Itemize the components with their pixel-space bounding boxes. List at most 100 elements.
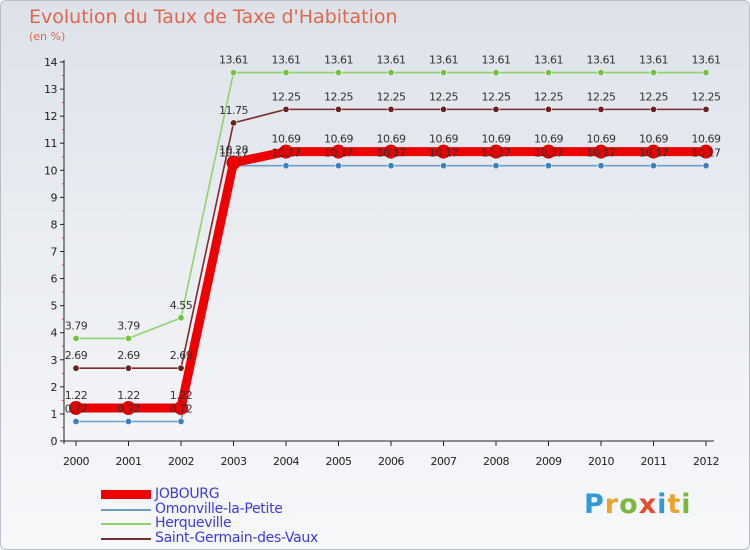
data-label: 13.61 (587, 54, 616, 67)
legend-swatch-herqueville (101, 523, 151, 525)
legend-swatch-saint-germain (101, 537, 151, 540)
data-label: 10.69 (324, 133, 353, 146)
data-label: 10.69 (639, 133, 668, 146)
data-point (72, 418, 80, 426)
data-label: 13.61 (324, 54, 353, 67)
y-tick-label: 1 (51, 408, 58, 421)
series-line (76, 164, 706, 423)
data-label: 10.69 (377, 133, 406, 146)
data-point (282, 69, 290, 77)
data-label: 13.61 (219, 54, 248, 67)
data-label: 3.79 (65, 319, 88, 332)
x-tick-label: 2003 (221, 455, 247, 468)
chart-title: Evolution du Taux de Taxe d'Habitation (29, 6, 398, 28)
data-point (492, 162, 500, 170)
data-label: 13.61 (272, 54, 301, 67)
data-label: 3.79 (117, 319, 140, 332)
data-point (544, 162, 552, 170)
data-label: 12.25 (429, 90, 458, 103)
data-point (177, 314, 185, 322)
y-tick-label: 3 (51, 354, 58, 367)
data-point (541, 144, 556, 159)
data-point (489, 144, 503, 159)
data-label: 0.72 (170, 403, 193, 416)
data-label: 10.17 (429, 147, 458, 160)
data-label: 12.25 (272, 90, 301, 103)
data-point (121, 400, 136, 415)
data-point (439, 105, 447, 113)
data-label: 10.69 (429, 133, 458, 146)
data-label: 2.69 (170, 349, 193, 362)
y-tick-label: 14 (44, 56, 57, 69)
data-point (699, 144, 713, 159)
data-point (72, 334, 80, 342)
data-label: 10.17 (587, 147, 616, 160)
data-label: 12.25 (377, 90, 406, 103)
data-label: 12.25 (692, 90, 721, 103)
data-point (334, 105, 342, 113)
y-tick-label: 6 (51, 273, 58, 286)
series-omonville-la-petite (72, 162, 710, 426)
data-point (177, 418, 185, 426)
data-point (492, 69, 500, 77)
data-point (331, 144, 346, 159)
data-point (230, 119, 238, 127)
y-tick-label: 8 (51, 218, 58, 231)
data-label: 10.17 (639, 147, 668, 160)
data-point (702, 69, 710, 77)
data-point (282, 105, 290, 113)
data-label: 2.69 (65, 349, 88, 362)
y-tick-label: 2 (51, 381, 58, 394)
data-label: 12.25 (482, 90, 511, 103)
data-point (226, 155, 241, 170)
data-label: 1.22 (65, 389, 88, 402)
x-tick-label: 2006 (378, 455, 404, 468)
data-point (387, 69, 395, 77)
legend-swatch-omonville (101, 508, 151, 511)
data-label: 10.17 (324, 147, 353, 160)
y-tick-label: 0 (51, 435, 58, 448)
y-tick-label: 11 (44, 137, 57, 150)
data-point (702, 105, 710, 113)
data-point (174, 400, 188, 415)
series-jobourg (69, 144, 713, 415)
data-label: 12.25 (639, 90, 668, 103)
data-label: 10.17 (692, 147, 721, 160)
data-point (279, 144, 293, 159)
data-label: 10.69 (482, 133, 511, 146)
data-point (597, 69, 605, 77)
data-point (439, 69, 447, 77)
data-label: 13.61 (482, 54, 511, 67)
data-label: 13.61 (377, 54, 406, 67)
y-tick-label: 12 (44, 110, 57, 123)
data-label: 10.69 (534, 133, 563, 146)
legend-label-omonville: Omonville-la-Petite (155, 500, 283, 517)
proxiti-logo: Proxiti (584, 489, 692, 520)
x-tick-label: 2010 (588, 455, 614, 468)
x-tick-label: 2004 (273, 455, 299, 468)
data-label: 11.75 (219, 104, 248, 117)
x-tick-label: 2011 (641, 455, 667, 468)
x-tick-label: 2008 (483, 455, 509, 468)
legend-swatch-jobourg (101, 490, 151, 499)
data-point (646, 144, 661, 159)
data-label: 10.17 (272, 147, 301, 160)
series-saint-germain-des-vaux (72, 105, 710, 372)
data-label: 12.25 (587, 90, 616, 103)
data-point (72, 364, 80, 372)
data-label: 4.55 (170, 299, 193, 312)
data-point (649, 162, 657, 170)
data-point (594, 144, 608, 159)
series-herqueville (72, 69, 710, 342)
data-point (334, 69, 342, 77)
y-tick-label: 10 (44, 164, 57, 177)
data-label: 10.69 (692, 133, 721, 146)
y-tick-label: 13 (44, 83, 57, 96)
x-tick-label: 2012 (693, 455, 719, 468)
data-point (439, 162, 447, 170)
legend-label-jobourg: JOBOURG (155, 486, 220, 502)
data-point (544, 69, 552, 77)
data-label: 1.22 (117, 389, 140, 402)
